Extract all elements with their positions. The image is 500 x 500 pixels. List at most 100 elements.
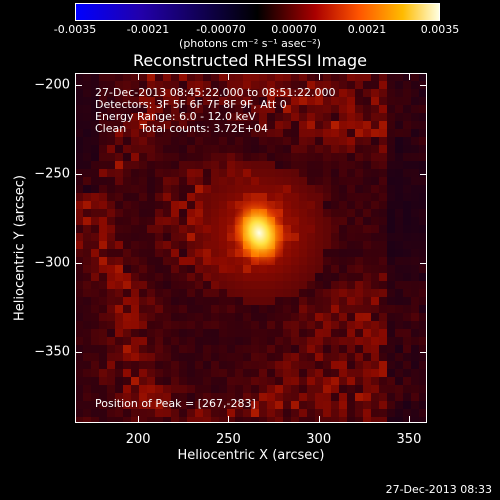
heatmap-cell — [139, 169, 147, 177]
heatmap-cell — [107, 201, 115, 209]
heatmap-cell — [83, 321, 91, 329]
heatmap-cell — [243, 153, 251, 161]
heatmap-cell — [115, 201, 123, 209]
heatmap-cell — [203, 281, 211, 289]
heatmap-cell — [323, 137, 331, 145]
heatmap-cell — [123, 89, 131, 97]
heatmap-cell — [235, 321, 243, 329]
heatmap-cell — [131, 265, 139, 273]
heatmap-cell — [411, 225, 419, 233]
heatmap-cell — [235, 297, 243, 305]
heatmap-cell — [235, 177, 243, 185]
heatmap-cell — [315, 329, 323, 337]
heatmap-cell — [219, 265, 227, 273]
heatmap-cell — [99, 385, 107, 393]
heatmap-cell — [131, 129, 139, 137]
heatmap-cell — [91, 361, 99, 369]
heatmap-cell — [139, 353, 147, 361]
heatmap-cell — [139, 225, 147, 233]
heatmap-cell — [299, 321, 307, 329]
heatmap-cell — [83, 313, 91, 321]
heatmap-cell — [243, 185, 251, 193]
heatmap-cell — [315, 161, 323, 169]
heatmap-cell — [403, 121, 411, 129]
heatmap-cell — [371, 369, 379, 377]
heatmap-cell — [267, 193, 275, 201]
heatmap-cell — [99, 353, 107, 361]
heatmap-cell — [259, 161, 267, 169]
heatmap-cell — [235, 329, 243, 337]
heatmap-cell — [211, 329, 219, 337]
heatmap-cell — [139, 241, 147, 249]
heatmap-cell — [395, 233, 403, 241]
heatmap-cell — [251, 393, 259, 401]
heatmap-cell — [155, 385, 163, 393]
heatmap-cell — [99, 217, 107, 225]
heatmap-cell — [147, 249, 155, 257]
heatmap-cell — [331, 225, 339, 233]
heatmap-cell — [283, 321, 291, 329]
heatmap-cell — [243, 361, 251, 369]
heatmap-cell — [211, 249, 219, 257]
heatmap-cell — [219, 137, 227, 145]
heatmap-cell — [171, 81, 179, 89]
heatmap-cell — [147, 409, 155, 417]
heatmap-cell — [75, 129, 83, 137]
heatmap-cell — [99, 369, 107, 377]
heatmap-cell — [107, 353, 115, 361]
heatmap-cell — [107, 89, 115, 97]
heatmap-cell — [363, 209, 371, 217]
heatmap-cell — [275, 121, 283, 129]
heatmap-cell — [131, 297, 139, 305]
heatmap-cell — [411, 257, 419, 265]
heatmap-cell — [347, 185, 355, 193]
heatmap-cell — [211, 281, 219, 289]
heatmap-cell — [299, 297, 307, 305]
heatmap-cell — [155, 105, 163, 113]
heatmap-cell — [339, 409, 347, 417]
heatmap-cell — [403, 385, 411, 393]
heatmap-cell — [115, 137, 123, 145]
heatmap-cell — [363, 265, 371, 273]
axis-tick-mark — [420, 351, 427, 353]
heatmap-cell — [411, 161, 419, 169]
heatmap-cell — [99, 345, 107, 353]
heatmap-cell — [115, 345, 123, 353]
heatmap-cell — [379, 337, 387, 345]
heatmap-cell — [347, 249, 355, 257]
heatmap-image — [75, 73, 427, 423]
heatmap-cell — [155, 281, 163, 289]
heatmap-cell — [195, 281, 203, 289]
heatmap-cell — [91, 161, 99, 169]
heatmap-cell — [187, 297, 195, 305]
heatmap-cell — [251, 337, 259, 345]
heatmap-cell — [99, 249, 107, 257]
heatmap-cell — [179, 169, 187, 177]
heatmap-cell — [323, 257, 331, 265]
heatmap-cell — [403, 401, 411, 409]
heatmap-cell — [419, 249, 427, 257]
heatmap-cell — [347, 105, 355, 113]
annotation-energy-range: Energy Range: 6.0 - 12.0 keV — [95, 110, 256, 123]
heatmap-cell — [259, 177, 267, 185]
heatmap-cell — [219, 129, 227, 137]
heatmap-cell — [379, 121, 387, 129]
heatmap-cell — [315, 89, 323, 97]
heatmap-cell — [235, 129, 243, 137]
heatmap-cell — [307, 377, 315, 385]
heatmap-cell — [355, 257, 363, 265]
heatmap-cell — [363, 137, 371, 145]
heatmap-cell — [371, 145, 379, 153]
plot-area — [75, 73, 427, 423]
heatmap-cell — [371, 401, 379, 409]
heatmap-cell — [419, 201, 427, 209]
heatmap-cell — [251, 73, 259, 81]
heatmap-cell — [219, 401, 227, 409]
heatmap-cell — [115, 177, 123, 185]
heatmap-cell — [91, 73, 99, 81]
heatmap-cell — [91, 113, 99, 121]
heatmap-cell — [307, 353, 315, 361]
heatmap-cell — [355, 273, 363, 281]
heatmap-cell — [147, 297, 155, 305]
heatmap-cell — [355, 137, 363, 145]
